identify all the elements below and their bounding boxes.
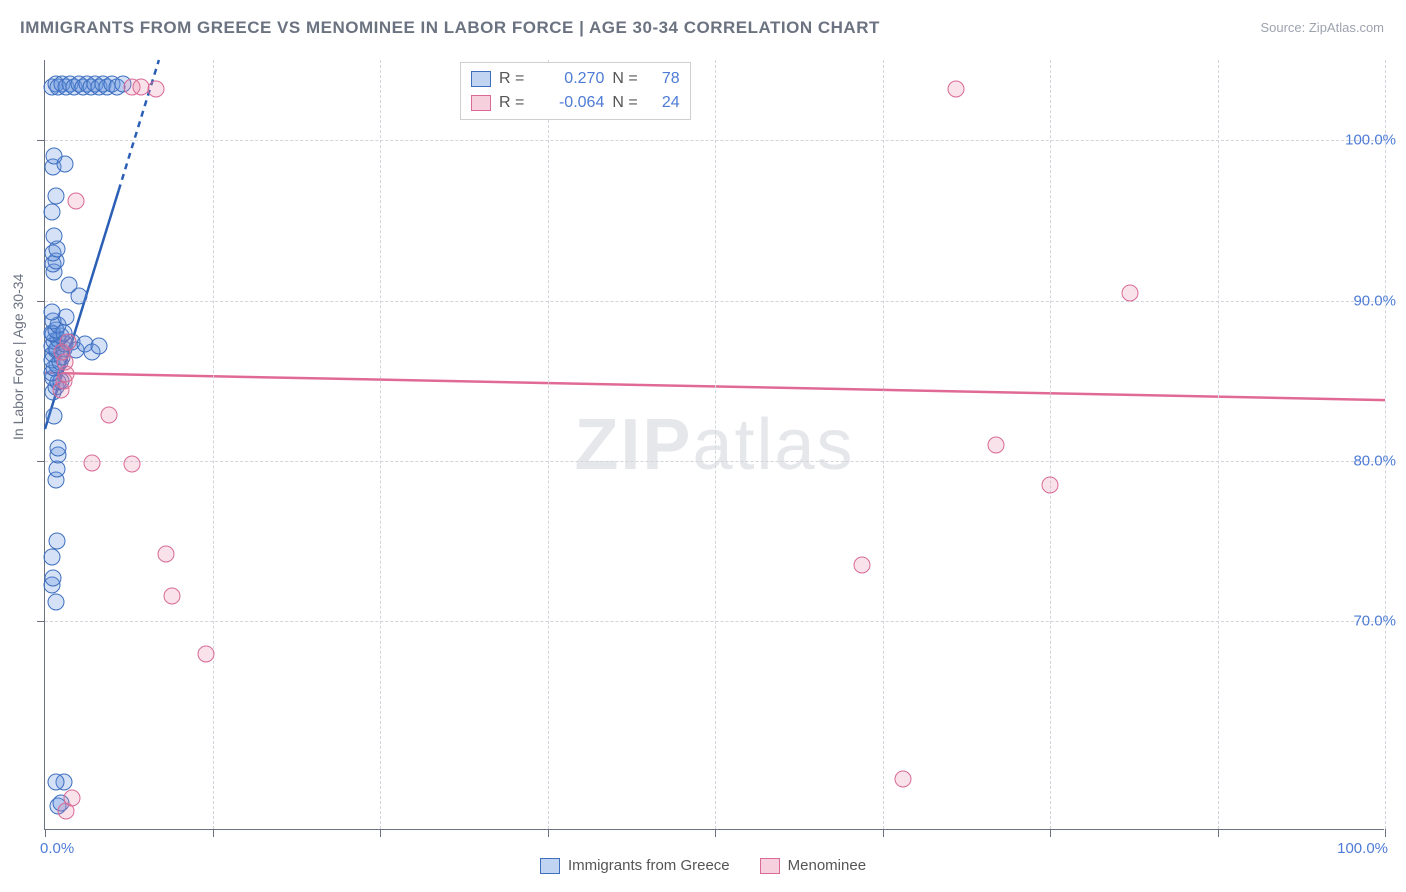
y-tick-label: 90.0% <box>1353 292 1396 309</box>
series-legend: Immigrants from Greece Menominee <box>0 857 1406 874</box>
source-attribution: Source: ZipAtlas.com <box>1260 20 1384 35</box>
scatter-point-menominee <box>59 334 76 351</box>
legend-row-menominee: R = -0.064 N = 24 <box>471 91 680 115</box>
x-tick <box>1050 829 1051 837</box>
y-tick <box>37 140 45 141</box>
scatter-point-greece <box>46 148 63 165</box>
scatter-point-menominee <box>63 789 80 806</box>
scatter-point-greece <box>90 337 107 354</box>
n-label: N = <box>612 91 637 115</box>
plot-area: ZIPatlas <box>44 60 1384 830</box>
scatter-point-menominee <box>988 437 1005 454</box>
scatter-point-menominee <box>894 770 911 787</box>
scatter-point-greece <box>50 440 67 457</box>
scatter-point-greece <box>43 303 60 320</box>
swatch-menominee <box>471 95 491 111</box>
gridline-v <box>213 60 214 829</box>
y-tick-label: 70.0% <box>1353 613 1396 630</box>
x-tick <box>715 829 716 837</box>
correlation-legend: R = 0.270 N = 78 R = -0.064 N = 24 <box>460 62 691 120</box>
r-label: R = <box>499 67 524 91</box>
scatter-point-menominee <box>1042 477 1059 494</box>
x-tick-label-max: 100.0% <box>1337 840 1388 857</box>
legend-label-greece: Immigrants from Greece <box>568 857 730 874</box>
gridline-v <box>1385 60 1386 829</box>
scatter-point-menominee <box>157 546 174 563</box>
scatter-point-menominee <box>67 193 84 210</box>
x-tick <box>1385 829 1386 837</box>
scatter-point-menominee <box>164 587 181 604</box>
scatter-point-menominee <box>197 645 214 662</box>
x-tick <box>213 829 214 837</box>
x-tick <box>548 829 549 837</box>
y-tick-label: 80.0% <box>1353 453 1396 470</box>
r-label: R = <box>499 91 524 115</box>
x-tick <box>45 829 46 837</box>
scatter-point-greece <box>45 570 62 587</box>
y-tick <box>37 461 45 462</box>
gridline-v <box>548 60 549 829</box>
y-tick <box>37 621 45 622</box>
scatter-point-greece <box>47 188 64 205</box>
scatter-point-menominee <box>83 454 100 471</box>
swatch-greece <box>471 71 491 87</box>
n-value-greece: 78 <box>644 67 680 91</box>
gridline-v <box>715 60 716 829</box>
y-tick-label: 100.0% <box>1345 132 1396 149</box>
scatter-point-menominee <box>1122 284 1139 301</box>
scatter-point-greece <box>47 594 64 611</box>
x-tick <box>1218 829 1219 837</box>
legend-item-menominee: Menominee <box>760 857 866 874</box>
scatter-point-greece <box>58 308 75 325</box>
legend-row-greece: R = 0.270 N = 78 <box>471 67 680 91</box>
scatter-point-greece <box>43 204 60 221</box>
scatter-point-menominee <box>101 406 118 423</box>
n-value-menominee: 24 <box>644 91 680 115</box>
legend-item-greece: Immigrants from Greece <box>540 857 730 874</box>
r-value-menominee: -0.064 <box>530 91 604 115</box>
gridline-v <box>883 60 884 829</box>
y-axis-label: In Labor Force | Age 30-34 <box>10 274 26 440</box>
scatter-point-greece <box>46 228 63 245</box>
swatch-greece <box>540 858 560 874</box>
n-label: N = <box>612 67 637 91</box>
x-tick <box>380 829 381 837</box>
scatter-point-menominee <box>948 80 965 97</box>
x-tick-label-min: 0.0% <box>40 840 74 857</box>
scatter-point-menominee <box>854 557 871 574</box>
scatter-point-menominee <box>124 456 141 473</box>
x-tick <box>883 829 884 837</box>
swatch-menominee <box>760 858 780 874</box>
gridline-v <box>380 60 381 829</box>
gridline-v <box>1218 60 1219 829</box>
y-tick <box>37 301 45 302</box>
chart-title: IMMIGRANTS FROM GREECE VS MENOMINEE IN L… <box>20 18 880 38</box>
gridline-v <box>1050 60 1051 829</box>
scatter-point-greece <box>49 533 66 550</box>
r-value-greece: 0.270 <box>530 67 604 91</box>
legend-label-menominee: Menominee <box>788 857 866 874</box>
scatter-point-greece <box>61 276 78 293</box>
scatter-point-greece <box>47 773 64 790</box>
scatter-point-greece <box>46 408 63 425</box>
scatter-point-greece <box>43 549 60 566</box>
scatter-point-menominee <box>148 80 165 97</box>
